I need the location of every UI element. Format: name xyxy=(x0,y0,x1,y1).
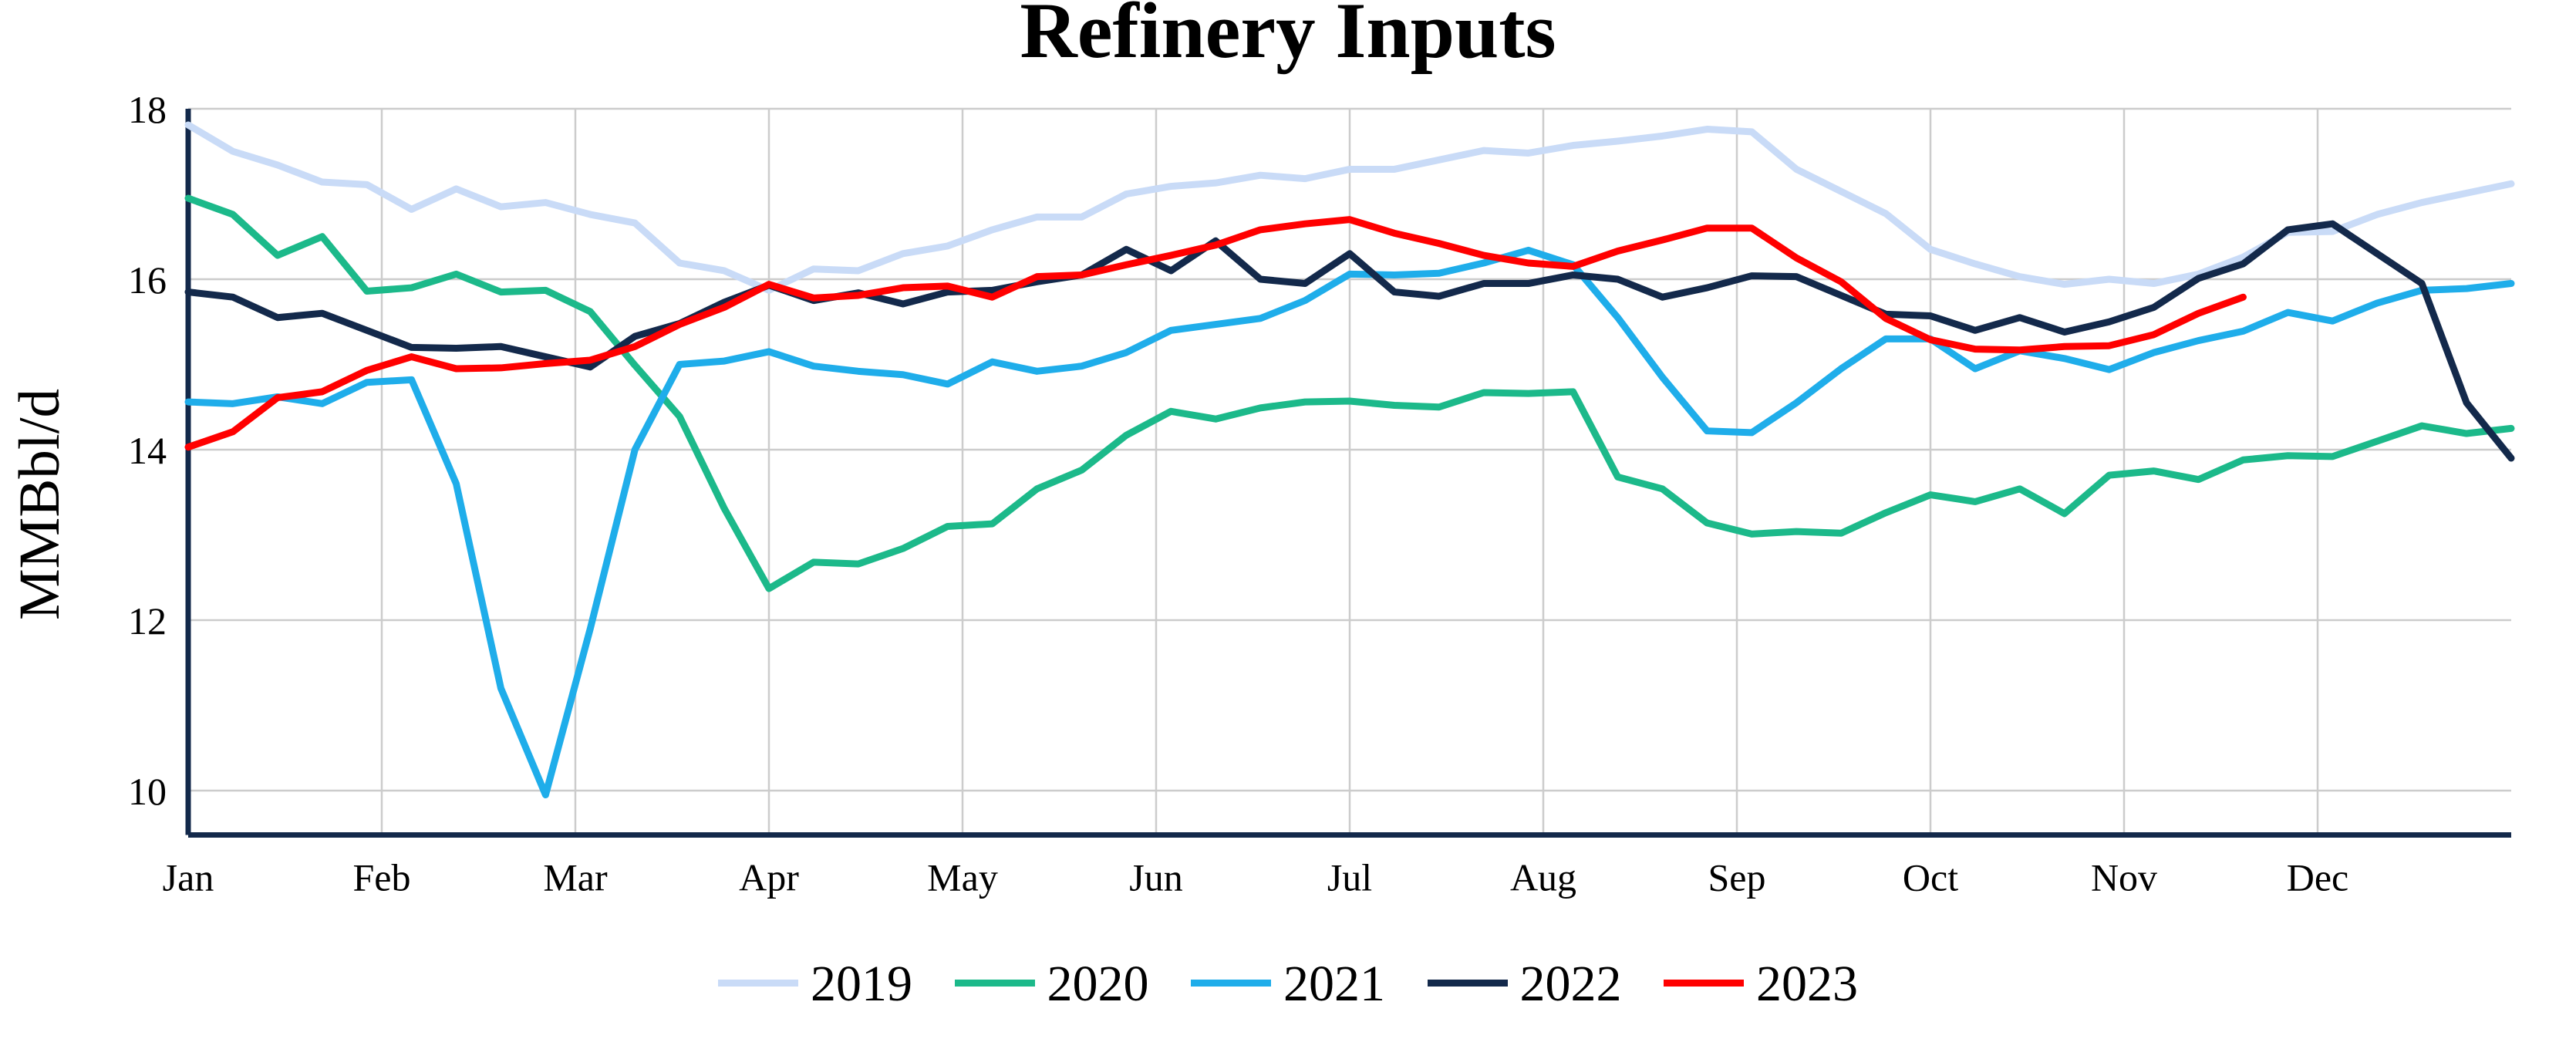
svg-text:Dec: Dec xyxy=(2287,855,2349,899)
svg-text:Jan: Jan xyxy=(163,855,214,899)
svg-text:May: May xyxy=(927,855,998,899)
svg-text:Mar: Mar xyxy=(543,855,608,899)
svg-text:Sep: Sep xyxy=(1708,855,1766,899)
svg-text:Aug: Aug xyxy=(1510,855,1576,899)
svg-text:Oct: Oct xyxy=(1903,855,1958,899)
svg-text:18: 18 xyxy=(128,88,167,131)
svg-text:16: 16 xyxy=(128,258,167,302)
svg-text:Apr: Apr xyxy=(739,855,799,899)
svg-text:Jun: Jun xyxy=(1129,855,1182,899)
svg-text:14: 14 xyxy=(128,429,167,472)
svg-text:Nov: Nov xyxy=(2091,855,2157,899)
svg-text:10: 10 xyxy=(128,770,167,813)
svg-text:12: 12 xyxy=(128,599,167,643)
svg-text:Jul: Jul xyxy=(1327,855,1372,899)
svg-text:Feb: Feb xyxy=(353,855,411,899)
